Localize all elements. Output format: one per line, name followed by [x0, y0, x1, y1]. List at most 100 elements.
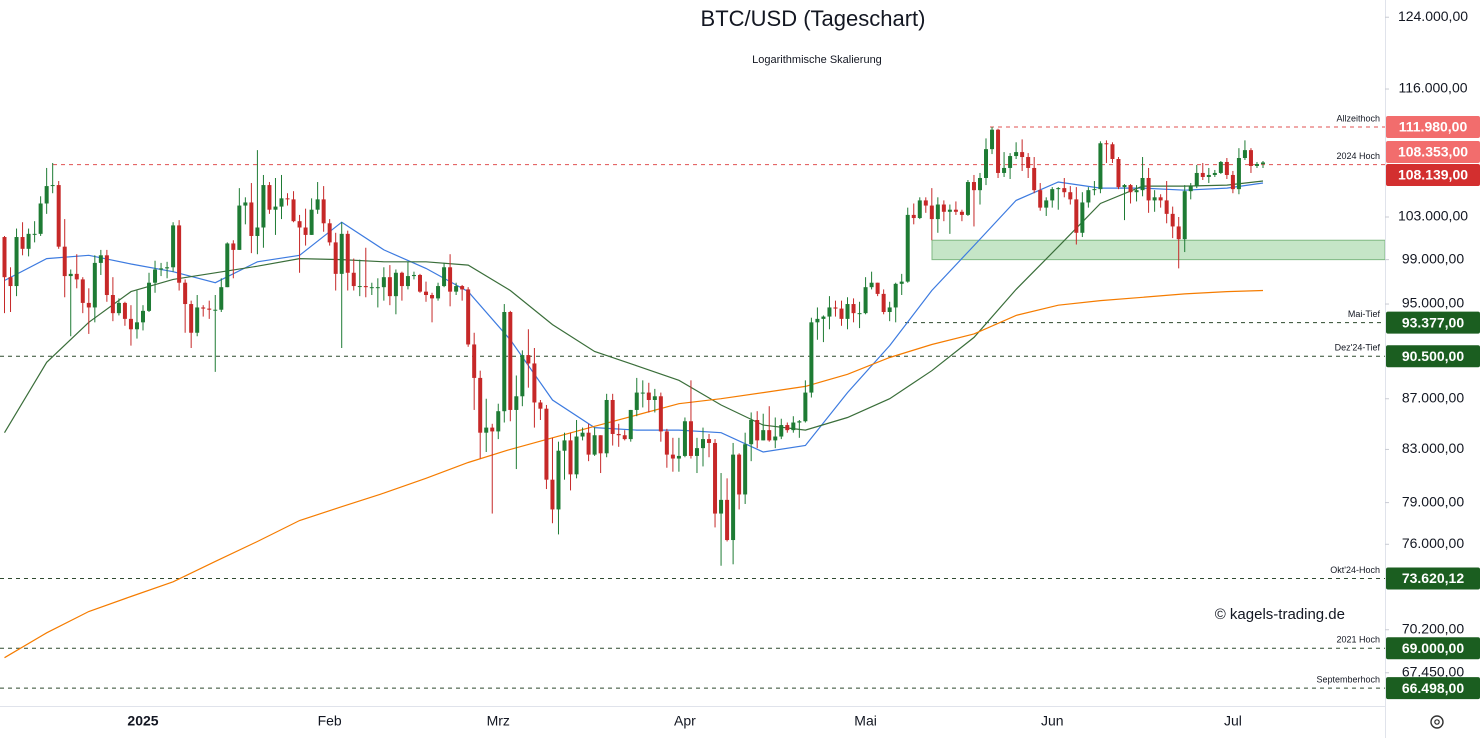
candle-body — [700, 439, 705, 449]
candle-body — [460, 286, 465, 290]
candle-body — [574, 436, 579, 475]
x-tick-label: Mrz — [487, 713, 510, 729]
candle-body — [869, 282, 874, 288]
candle-body — [815, 318, 820, 323]
candle-body — [92, 262, 97, 308]
candle-body — [1038, 190, 1043, 208]
candle-body — [1104, 143, 1109, 145]
candle-body — [478, 377, 483, 433]
candle-body — [779, 425, 784, 437]
candle-body — [237, 205, 242, 250]
support-zone — [931, 239, 1386, 261]
candle-body — [628, 409, 633, 440]
candle-body — [333, 242, 338, 274]
candle-body — [424, 291, 429, 296]
candle-body — [1164, 200, 1169, 214]
price-tag — [1386, 311, 1480, 334]
candle-body — [923, 200, 928, 206]
candle-body — [604, 399, 609, 454]
candle-body — [568, 440, 573, 475]
price-tag-label: 108.353,00 — [1398, 144, 1468, 160]
y-tick-label: 116.000,00 — [1398, 80, 1467, 96]
candle-body — [1218, 161, 1223, 173]
candle-body — [785, 425, 790, 431]
candle-body — [694, 448, 699, 456]
candle-body — [911, 214, 916, 219]
x-tick-label: Apr — [674, 713, 696, 729]
candle-body — [1261, 162, 1265, 164]
candle-body — [1134, 190, 1139, 193]
candle-body — [1050, 189, 1055, 201]
candle-body — [104, 255, 109, 296]
candle-body — [279, 198, 284, 207]
candle-body — [417, 274, 422, 292]
candle-body — [153, 269, 158, 283]
candle-body — [405, 276, 410, 287]
candle-body — [1014, 152, 1019, 157]
y-tick-label: 87.000,00 — [1402, 389, 1464, 405]
candle-body — [225, 243, 230, 288]
candle-body — [201, 307, 206, 309]
candle-body — [544, 408, 549, 480]
candle-body — [875, 282, 880, 294]
price-tag — [1386, 345, 1480, 368]
candle-body — [1230, 174, 1235, 190]
candle-body — [514, 396, 519, 410]
candle-body — [562, 440, 567, 451]
candle-body — [670, 454, 675, 459]
candle-body — [947, 209, 952, 212]
candle-body — [556, 450, 561, 510]
x-tick-label: Feb — [318, 713, 342, 729]
candle-body — [26, 233, 31, 249]
candle-body — [851, 304, 856, 314]
candle-body — [490, 427, 495, 432]
x-tick-label: Jul — [1224, 713, 1242, 729]
price-tag — [1386, 637, 1480, 660]
level-label: 2024 Hoch — [1336, 151, 1380, 161]
level-label: Septemberhoch — [1316, 674, 1380, 684]
candle-body — [929, 205, 934, 220]
y-tick-label: 124.000,00 — [1398, 8, 1468, 24]
candle-body — [935, 204, 940, 220]
candle-body — [183, 282, 188, 305]
candle-body — [658, 396, 663, 432]
candle-body — [640, 392, 645, 394]
y-tick-label: 103.000,00 — [1398, 208, 1468, 224]
candle-body — [749, 419, 754, 445]
candle-body — [98, 255, 103, 263]
candle-body — [321, 199, 326, 224]
y-tick-label: 67.450,00 — [1402, 663, 1464, 679]
candle-body — [38, 203, 43, 234]
watermark: © kagels-trading.de — [1215, 606, 1345, 623]
price-tag-label: 108.139,00 — [1398, 167, 1468, 183]
candle-body — [411, 274, 416, 277]
candle-body — [682, 421, 687, 456]
price-tag — [1386, 164, 1480, 187]
candle-body — [827, 307, 832, 317]
level-label: 2021 Hoch — [1336, 635, 1380, 645]
price-tag-label: 93.377,00 — [1402, 314, 1464, 330]
moving-average — [3, 180, 1264, 434]
level-label: Okt'24-Hoch — [1330, 565, 1380, 575]
candle-body — [1176, 226, 1181, 240]
candle-body — [893, 283, 898, 308]
candle-body — [755, 419, 760, 441]
price-tag — [1386, 677, 1480, 700]
candle-body — [1116, 159, 1121, 188]
candle-body — [484, 427, 489, 433]
candle-body — [50, 185, 55, 187]
chart-title: BTC/USD (Tageschart) — [701, 6, 926, 31]
candle-body — [965, 182, 970, 215]
candle-body — [917, 200, 922, 219]
candle-body — [249, 202, 254, 236]
candle-body — [1032, 167, 1037, 191]
candle-body — [538, 402, 543, 409]
settings-icon[interactable] — [1430, 715, 1444, 729]
price-tag-label: 73.620,12 — [1402, 570, 1464, 586]
candle-body — [857, 313, 862, 315]
candle-body — [165, 267, 170, 269]
candle-body — [881, 293, 886, 313]
